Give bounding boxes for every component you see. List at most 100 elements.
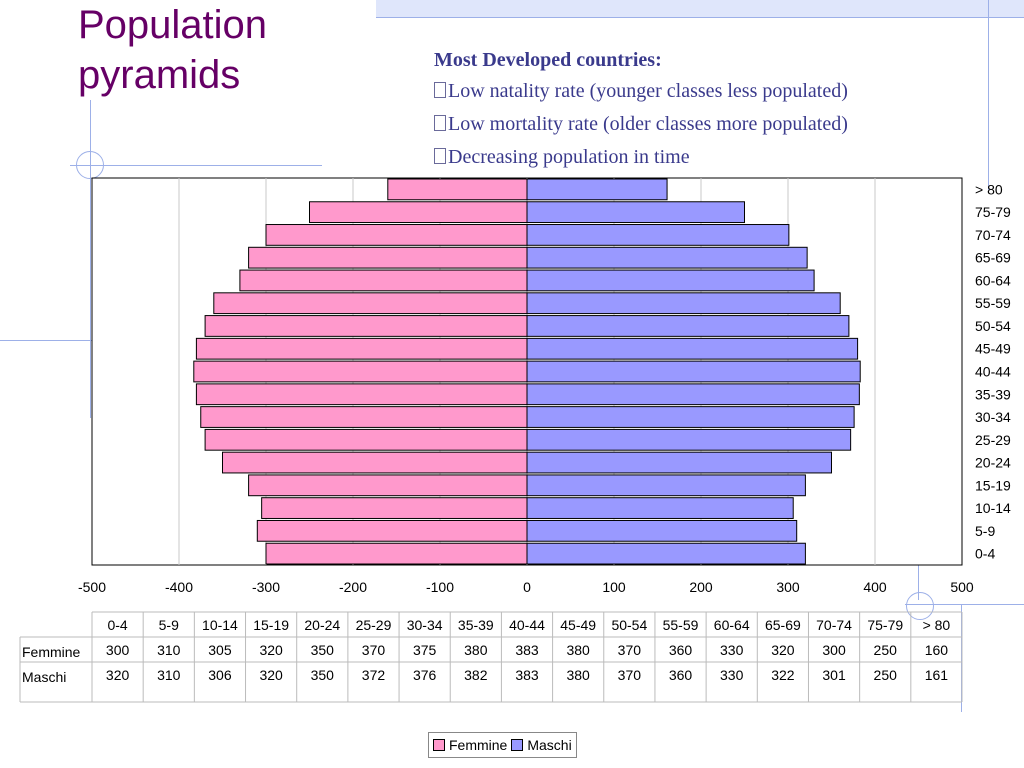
table-cell-maschi: 370 <box>618 667 642 683</box>
decor-circle <box>76 151 104 179</box>
bar-femmine <box>309 201 528 224</box>
table-cell-femmine: 250 <box>874 642 898 658</box>
table-cell-femmine: 320 <box>771 642 795 658</box>
bar-femmine <box>261 497 528 519</box>
y-tick-label: 75-79 <box>975 204 1011 220</box>
table-cell-maschi: 360 <box>669 667 693 683</box>
table-cell-femmine: 383 <box>515 642 539 658</box>
table-cell-maschi: 320 <box>259 667 283 683</box>
y-tick-label: 50-54 <box>975 318 1011 334</box>
bar-femmine <box>200 406 528 428</box>
table-cell-femmine: 300 <box>822 642 846 658</box>
x-tick-label: -200 <box>339 579 367 595</box>
table-header-cell: 15-19 <box>253 617 289 633</box>
title-line: Population <box>78 3 268 47</box>
bar-maschi <box>526 497 794 519</box>
table-cell-maschi: 376 <box>413 667 437 683</box>
table-cell-femmine: 310 <box>157 642 181 658</box>
bullet-box-icon <box>434 148 446 164</box>
table-header-cell: 55-59 <box>663 617 699 633</box>
x-tick-label: 400 <box>863 579 887 595</box>
table-header-cell: 70-74 <box>816 617 852 633</box>
table-header-cell: 75-79 <box>867 617 903 633</box>
bar-maschi <box>526 178 668 201</box>
bar-maschi <box>526 337 859 360</box>
bar-femmine <box>248 474 528 497</box>
slide-title: Population pyramids <box>78 0 267 100</box>
bar-femmine <box>387 178 528 201</box>
bullet-text: Low natality rate (younger classes less … <box>448 80 848 102</box>
table-cell-maschi: 320 <box>106 667 130 683</box>
decor-line <box>70 165 322 166</box>
decor-line <box>90 100 91 418</box>
table-cell-maschi: 161 <box>925 667 949 683</box>
table-cell-maschi: 383 <box>515 667 539 683</box>
table-cell-femmine: 320 <box>259 642 283 658</box>
bar-maschi <box>526 451 832 474</box>
y-tick-label: > 80 <box>975 181 1003 197</box>
table-cell-maschi: 382 <box>464 667 488 683</box>
legend-swatch-maschi <box>511 739 524 751</box>
table-cell-femmine: 350 <box>311 642 335 658</box>
table-cell-maschi: 250 <box>874 667 898 683</box>
bar-femmine <box>239 269 528 292</box>
y-tick-label: 0-4 <box>975 546 995 562</box>
bar-maschi <box>526 519 798 542</box>
table-row-label-maschi: Maschi <box>22 669 66 685</box>
table-header-cell: 45-49 <box>560 617 596 633</box>
x-tick-label: -300 <box>252 579 280 595</box>
x-tick-label: 500 <box>950 579 974 595</box>
bar-femmine <box>195 383 528 406</box>
y-tick-label: 15-19 <box>975 477 1011 493</box>
bar-maschi <box>526 201 745 224</box>
table-row-label-femmine: Femmine <box>22 644 81 660</box>
bullet-text: Decreasing population in time <box>448 146 690 168</box>
bar-femmine <box>204 315 528 337</box>
table-header-cell: > 80 <box>923 617 951 633</box>
table-cell-maschi: 372 <box>362 667 386 683</box>
x-tick-label: 100 <box>602 579 626 595</box>
bar-femmine <box>256 519 528 542</box>
y-tick-label: 30-34 <box>975 409 1011 425</box>
y-tick-label: 25-29 <box>975 432 1011 448</box>
bar-femmine <box>193 360 528 383</box>
x-tick-label: -100 <box>426 579 454 595</box>
bar-femmine <box>265 542 528 565</box>
table-header-cell: 25-29 <box>356 617 392 633</box>
table-header-cell: 40-44 <box>509 617 545 633</box>
chart-legend: Femmine Maschi <box>428 732 577 758</box>
table-header-cell: 5-9 <box>159 617 179 633</box>
bar-femmine <box>248 246 528 269</box>
table-cell-femmine: 370 <box>618 642 642 658</box>
table-cell-femmine: 370 <box>362 642 386 658</box>
bullet-text: Low mortality rate (older classes more p… <box>448 113 848 135</box>
x-tick-label: -400 <box>165 579 193 595</box>
y-tick-label: 40-44 <box>975 364 1011 380</box>
bullet-item: Low natality rate (younger classes less … <box>434 75 848 108</box>
table-header-cell: 10-14 <box>202 617 238 633</box>
legend-label-maschi: Maschi <box>527 737 572 753</box>
table-cell-maschi: 310 <box>157 667 181 683</box>
table-cell-femmine: 330 <box>720 642 744 658</box>
table-header-cell: 50-54 <box>611 617 647 633</box>
bar-femmine <box>265 224 528 246</box>
decor-line <box>376 17 1024 18</box>
table-cell-maschi: 301 <box>822 667 846 683</box>
bar-maschi <box>526 224 790 246</box>
y-tick-label: 10-14 <box>975 500 1011 516</box>
table-cell-maschi: 322 <box>771 667 795 683</box>
table-header-cell: 35-39 <box>458 617 494 633</box>
table-cell-femmine: 305 <box>208 642 232 658</box>
bar-femmine <box>213 292 528 315</box>
table-cell-maschi: 306 <box>208 667 232 683</box>
legend-label-femmine: Femmine <box>449 737 508 753</box>
bar-maschi <box>526 292 841 315</box>
table-cell-femmine: 300 <box>106 642 130 658</box>
decor-circle <box>906 592 934 620</box>
x-tick-label: 300 <box>776 579 800 595</box>
y-tick-label: 65-69 <box>975 250 1011 266</box>
y-tick-label: 20-24 <box>975 455 1011 471</box>
bullet-heading: Most Developed countries: <box>434 49 662 71</box>
bullet-box-icon <box>434 82 446 98</box>
